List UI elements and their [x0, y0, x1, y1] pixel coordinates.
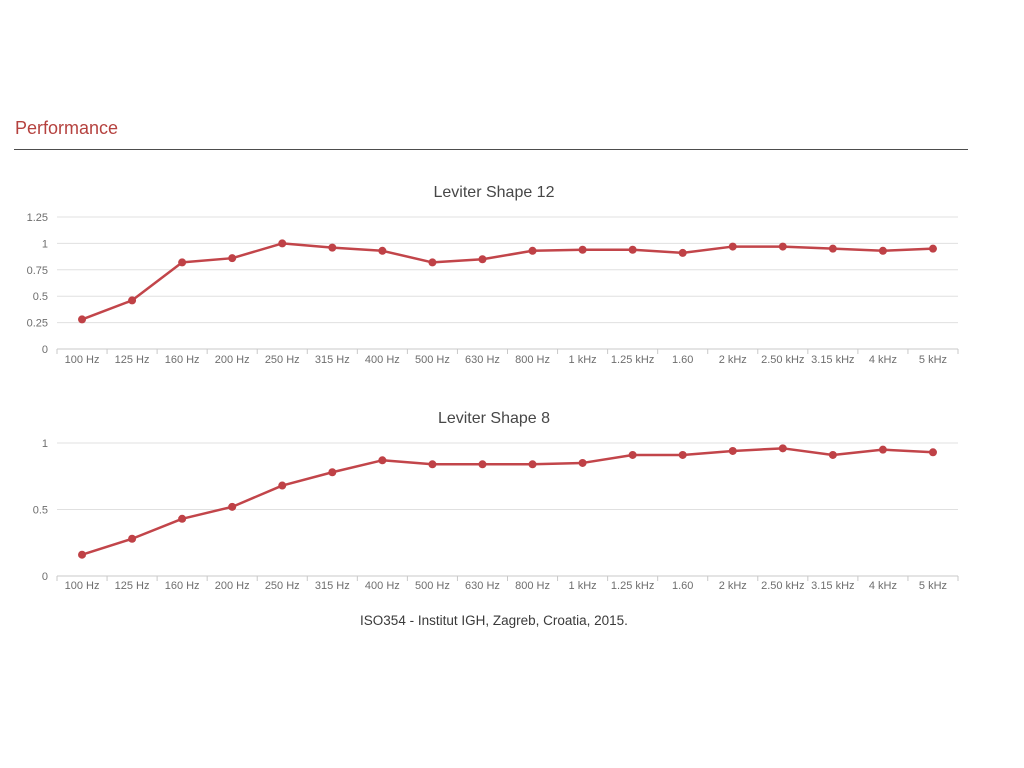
data-point [928, 244, 937, 253]
line-chart-2: 0 0.5 1 100 Hz 125 Hz 160 Hz 200 Hz 250 Hz 315 H… [33, 438, 959, 592]
x-tick-label: 800 Hz [515, 354, 550, 366]
x-tick-label: 500 Hz [415, 580, 450, 592]
x-tick-label: 4 kHz [869, 354, 897, 366]
x-tick-label: 2.50 kHz [761, 580, 804, 592]
data-point [178, 514, 187, 523]
data-point [478, 255, 487, 264]
x-tick-label: 1.60 [672, 354, 693, 366]
data-line [80, 447, 935, 556]
data-point [628, 245, 637, 254]
data-point [828, 244, 837, 253]
x-tick-label: 400 Hz [365, 580, 400, 592]
chart-caption: ISO354 - Institut IGH, Zagreb, Croatia, … [360, 613, 628, 628]
x-tick-label: 3.15 kHz [811, 580, 854, 592]
data-point [528, 246, 537, 255]
x-tick-label: 3.15 kHz [811, 354, 854, 366]
data-point [228, 254, 237, 263]
data-point [128, 296, 137, 305]
x-tick-label: 125 Hz [115, 354, 150, 366]
data-point [878, 445, 887, 454]
data-point [728, 242, 737, 251]
y-tick-label: 0.75 [27, 265, 48, 277]
data-point [378, 456, 387, 465]
chart-title-1: Leviter Shape 12 [433, 184, 555, 201]
x-tick-label: 2 kHz [719, 580, 747, 592]
data-point [578, 245, 587, 254]
x-tick-label: 315 Hz [315, 354, 350, 366]
data-point [428, 258, 437, 267]
x-tick-label: 5 kHz [919, 580, 947, 592]
x-tick-label: 400 Hz [365, 354, 400, 366]
data-point [678, 248, 687, 257]
x-tick-label: 4 kHz [869, 580, 897, 592]
data-point [328, 243, 337, 252]
y-tick-label: 0.25 [27, 318, 48, 330]
data-point [428, 460, 437, 469]
y-tick-label: 0 [42, 344, 48, 356]
y-tick-label: 1 [42, 438, 48, 450]
x-tick-label: 200 Hz [215, 580, 250, 592]
x-tick-label: 1.25 kHz [611, 580, 654, 592]
x-tick-label: 2 kHz [719, 354, 747, 366]
chart-title-2: Leviter Shape 8 [437, 410, 551, 427]
line-chart-1: 0 0.25 0.5 0.75 1 1.25 100 Hz 125 Hz 160 Hz 200 H… [27, 212, 959, 366]
data-point [778, 242, 787, 251]
x-tick-label: 200 Hz [215, 354, 250, 366]
data-point [628, 450, 637, 459]
y-tick-label: 1 [42, 238, 48, 250]
x-tick-label: 5 kHz [919, 354, 947, 366]
x-tick-label: 800 Hz [515, 580, 550, 592]
y-tick-label: 1.25 [27, 212, 48, 224]
x-tick-label: 250 Hz [265, 354, 300, 366]
x-tick-label: 100 Hz [65, 354, 100, 366]
data-point [478, 460, 487, 469]
data-line [80, 242, 935, 321]
data-point [728, 446, 737, 455]
y-tick-label: 0.5 [33, 505, 48, 517]
x-tick-label: 1.25 kHz [611, 354, 654, 366]
x-tick-label: 630 Hz [465, 354, 500, 366]
x-tick-label: 100 Hz [65, 580, 100, 592]
data-point [78, 550, 87, 559]
data-point [828, 450, 837, 459]
data-point [578, 458, 587, 467]
x-tick-label: 1 kHz [569, 354, 597, 366]
data-point [128, 534, 137, 543]
x-tick-label: 315 Hz [315, 580, 350, 592]
x-tick-label: 250 Hz [265, 580, 300, 592]
x-tick-label: 2.50 kHz [761, 354, 804, 366]
data-point [78, 315, 87, 324]
data-point [178, 258, 187, 267]
data-point [228, 502, 237, 511]
x-tick-label: 500 Hz [415, 354, 450, 366]
data-point [328, 468, 337, 477]
x-tick-label: 160 Hz [165, 580, 200, 592]
heading-divider [14, 149, 968, 150]
y-tick-label: 0.5 [33, 291, 48, 303]
x-tick-label: 1 kHz [569, 580, 597, 592]
x-tick-label: 125 Hz [115, 580, 150, 592]
data-point [678, 450, 687, 459]
data-point [778, 444, 787, 453]
data-point [528, 460, 537, 469]
x-tick-label: 630 Hz [465, 580, 500, 592]
data-point [928, 448, 937, 457]
data-point [278, 239, 287, 248]
data-point [278, 481, 287, 490]
x-tick-label: 1.60 [672, 580, 693, 592]
y-tick-label: 0 [42, 571, 48, 583]
x-tick-label: 160 Hz [165, 354, 200, 366]
data-point [878, 246, 887, 255]
data-point [378, 246, 387, 255]
page-title: Performance [15, 118, 119, 138]
